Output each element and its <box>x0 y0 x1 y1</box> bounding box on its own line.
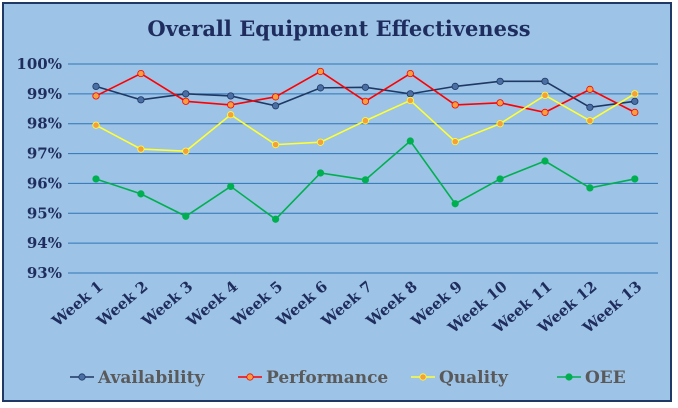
data-point-quality <box>496 120 504 128</box>
y-tick-label: 98% <box>27 115 62 133</box>
legend-label-performance: Performance <box>266 368 388 388</box>
data-point-performance <box>496 99 504 107</box>
data-point-performance <box>541 108 549 116</box>
data-point-quality <box>92 121 100 129</box>
data-point-performance <box>316 67 325 76</box>
data-point-oee <box>227 182 235 191</box>
y-tick-label: 94% <box>27 234 62 252</box>
data-point-performance <box>92 92 100 100</box>
data-point-availability <box>92 82 100 90</box>
y-tick-label: 99% <box>27 85 62 103</box>
data-point-performance <box>227 101 235 109</box>
data-point-performance <box>361 97 369 105</box>
data-point-quality <box>316 138 325 146</box>
data-point-availability <box>182 90 190 98</box>
data-point-availability <box>631 97 639 105</box>
y-tick-label: 97% <box>27 145 62 163</box>
data-point-quality <box>182 147 190 155</box>
data-point-performance <box>451 101 459 109</box>
data-point-oee <box>182 212 190 220</box>
chart-title: Overall Equipment Effectiveness <box>147 16 531 41</box>
data-point-availability <box>227 92 235 100</box>
data-point-oee <box>361 176 369 184</box>
data-point-performance <box>137 69 145 78</box>
data-point-quality <box>451 138 459 146</box>
data-point-availability <box>541 77 549 85</box>
data-point-availability <box>361 83 369 91</box>
data-point-performance <box>406 69 414 78</box>
legend-marker-availability <box>78 373 86 381</box>
data-point-availability <box>451 82 459 90</box>
y-tick-labels: 93% 94% 95% 96% 97% 98% 99% 100% <box>16 55 62 282</box>
data-point-oee <box>92 175 100 183</box>
data-point-oee <box>137 190 145 198</box>
series-lines <box>92 67 639 223</box>
data-point-quality <box>586 117 594 125</box>
data-point-quality <box>137 145 145 153</box>
data-point-performance <box>586 85 594 93</box>
data-point-performance <box>182 97 190 105</box>
data-point-quality <box>541 91 549 99</box>
legend: Availability Performance Quality OEE <box>70 368 626 388</box>
data-point-oee <box>496 175 504 183</box>
data-point-oee <box>271 215 280 223</box>
legend-marker-quality <box>419 373 427 381</box>
data-point-quality <box>227 111 235 119</box>
chart-frame <box>2 2 672 402</box>
data-point-oee <box>406 137 414 145</box>
legend-label-quality: Quality <box>439 368 509 388</box>
gridlines <box>68 63 658 274</box>
data-point-oee <box>586 184 594 192</box>
legend-label-availability: Availability <box>97 368 205 388</box>
y-tick-label: 95% <box>27 204 62 222</box>
data-point-quality <box>631 90 639 98</box>
data-point-performance <box>271 93 280 101</box>
data-point-availability <box>496 77 504 85</box>
y-tick-label: 93% <box>27 264 62 282</box>
y-tick-label: 96% <box>27 174 62 192</box>
data-point-availability <box>586 103 594 111</box>
data-point-availability <box>316 84 325 92</box>
data-point-oee <box>451 200 459 208</box>
legend-label-oee: OEE <box>585 368 626 388</box>
data-point-oee <box>541 157 549 165</box>
data-point-quality <box>361 117 369 125</box>
data-point-availability <box>137 96 145 104</box>
data-point-quality <box>406 96 414 105</box>
data-point-performance <box>631 108 639 116</box>
series-line-performance <box>95 70 636 114</box>
legend-marker-oee <box>565 373 573 381</box>
data-point-oee <box>316 169 325 177</box>
legend-marker-performance <box>246 373 254 381</box>
data-point-availability <box>406 90 414 98</box>
y-tick-label: 100% <box>16 55 62 73</box>
data-point-quality <box>271 141 280 149</box>
data-point-availability <box>271 102 280 110</box>
data-point-oee <box>631 175 639 183</box>
